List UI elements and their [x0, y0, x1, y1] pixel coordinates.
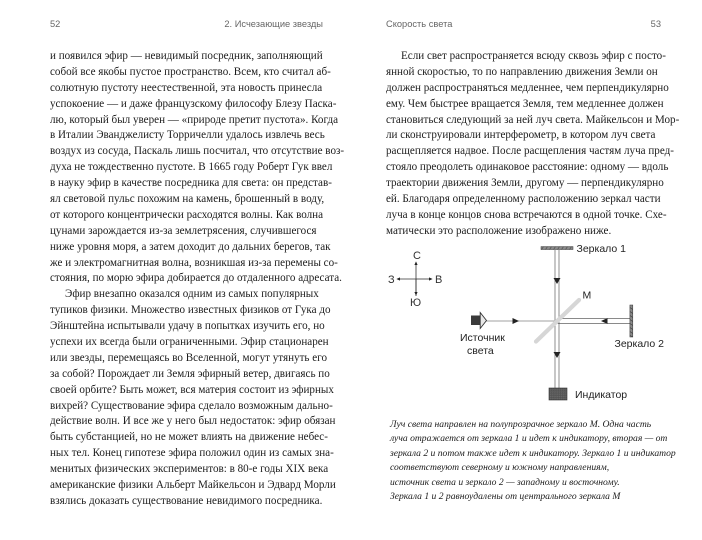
svg-text:Индикатор: Индикатор: [575, 389, 627, 401]
svg-text:Источник: Источник: [460, 332, 505, 344]
svg-text:С: С: [413, 250, 421, 262]
svg-text:В: В: [435, 274, 442, 286]
svg-text:Зеркало 1: Зеркало 1: [577, 243, 627, 255]
svg-text:М: М: [583, 290, 592, 302]
svg-text:З: З: [388, 274, 395, 286]
svg-text:Ю: Ю: [410, 297, 421, 309]
svg-text:света: света: [467, 345, 494, 357]
svg-text:Зеркало 2: Зеркало 2: [615, 338, 665, 350]
